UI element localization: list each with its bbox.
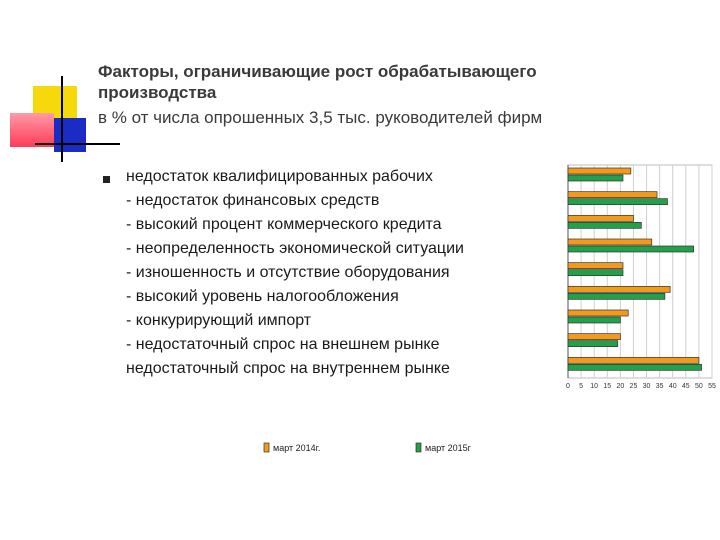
slide-title-line-1: Факторы, ограничивающие рост обрабатываю… <box>98 62 537 81</box>
factor-item: - конкурирующий импорт <box>126 312 312 329</box>
bar-series-2 <box>567 316 621 324</box>
factor-item: недостаток квалифицированных рабочих <box>126 168 433 185</box>
bar-series-1 <box>567 333 621 341</box>
x-tick-label: 15 <box>603 383 611 390</box>
square-bullet-icon <box>103 176 110 183</box>
bar-series-2 <box>567 340 619 348</box>
bar-series-1 <box>567 309 629 317</box>
factor-item: - недостаток финансовых средств <box>126 192 380 209</box>
x-tick-label: 5 <box>579 383 583 390</box>
factor-item: - недостаточный спрос на внешнем рынке <box>126 336 440 353</box>
bar-series-2 <box>567 245 695 253</box>
x-tick-label: 20 <box>616 383 624 390</box>
bar-series-1 <box>567 238 653 246</box>
bar-series-2 <box>567 198 668 206</box>
factor-item: недостаточный спрос на внутреннем рынке <box>126 360 450 377</box>
slide-title-line-2: производства <box>98 83 217 102</box>
legend-swatch <box>415 442 422 453</box>
bar-series-1 <box>567 356 700 364</box>
x-tick-label: 55 <box>708 383 716 390</box>
legend-label: март 2015г <box>425 443 472 453</box>
factor-list: недостаток квалифицированных рабочих - н… <box>126 165 464 381</box>
slide-subtitle: в % от числа опрошенных 3,5 тыс. руковод… <box>98 108 543 127</box>
bar-series-2 <box>567 221 642 229</box>
decor-horizontal-line <box>35 143 120 145</box>
x-tick-label: 25 <box>630 383 638 390</box>
x-tick-label: 50 <box>695 383 703 390</box>
legend-swatch <box>263 442 270 453</box>
decor-vertical-line <box>61 76 63 162</box>
factor-item: - высокий процент коммерческого кредита <box>126 216 442 233</box>
bar-series-1 <box>567 285 671 293</box>
bar-series-2 <box>567 174 624 182</box>
legend-label: март 2014г. <box>273 443 320 453</box>
chart-legend: март 2014г. март 2015г <box>263 442 472 453</box>
bar-series-2 <box>567 363 702 371</box>
x-tick-label: 35 <box>656 383 664 390</box>
factor-item: - высокий уровень налогообложения <box>126 288 399 305</box>
x-tick-label: 0 <box>566 383 570 390</box>
decor-red-square <box>10 113 54 147</box>
x-tick-label: 45 <box>682 383 690 390</box>
decor-blue-square <box>54 118 86 152</box>
bar-series-1 <box>567 262 624 270</box>
chart-x-ticks: 0 5 10 15 20 25 30 35 40 45 50 55 <box>566 383 716 390</box>
factor-item: - изношенность и отсутствие оборудования <box>126 264 450 281</box>
bar-series-2 <box>567 292 666 300</box>
x-tick-label: 40 <box>669 383 677 390</box>
chart-bars <box>567 167 702 371</box>
bar-series-1 <box>567 167 632 175</box>
x-tick-label: 10 <box>590 383 598 390</box>
x-tick-label: 30 <box>643 383 651 390</box>
bar-series-1 <box>567 214 634 222</box>
bar-series-2 <box>567 269 624 277</box>
factor-item: - неопределенность экономической ситуаци… <box>126 240 464 257</box>
bar-series-1 <box>567 191 658 199</box>
